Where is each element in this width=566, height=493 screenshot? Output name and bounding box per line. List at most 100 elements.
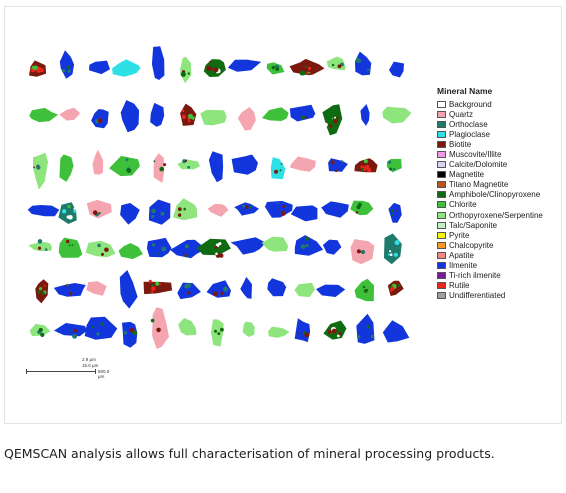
particle-inclusion (331, 328, 337, 334)
particle-inclusion (367, 168, 372, 173)
particle (350, 200, 374, 216)
legend-items: Background Quartz Orthoclase Plagioclase Bio… (437, 99, 561, 301)
particle-inclusion (389, 250, 392, 253)
particle-inclusion (323, 122, 328, 127)
legend-swatch (437, 110, 446, 118)
particle-inclusion (181, 109, 185, 113)
particle (289, 156, 316, 172)
particle-inclusion (41, 291, 45, 295)
particle-inclusion (159, 283, 162, 286)
particle (143, 281, 173, 295)
particle (388, 202, 402, 223)
particle-inclusion (337, 64, 342, 69)
particle-inclusion (126, 168, 132, 173)
particle-inclusion (360, 165, 364, 169)
particle-inclusion (97, 118, 103, 123)
particle-inclusion (98, 212, 101, 215)
particle-inclusion (331, 117, 334, 120)
particle (33, 152, 48, 190)
particle-inclusion (244, 205, 249, 209)
legend-item: Quartz (437, 109, 561, 119)
particle (119, 270, 138, 309)
legend-item: Calcite/Dolomite (437, 160, 561, 170)
particle (196, 238, 231, 256)
particle-inclusion (212, 291, 218, 297)
legend-item: Undifferentiated (437, 291, 561, 301)
legend-swatch (437, 221, 446, 229)
legend-item: Magnetite (437, 170, 561, 180)
particle-inclusion (181, 114, 186, 119)
particle-inclusion (62, 69, 66, 73)
particle-inclusion (394, 240, 400, 246)
particle-inclusion (304, 65, 308, 68)
particle-inclusion (36, 165, 41, 170)
particle-inclusion (156, 252, 159, 255)
particle (151, 46, 165, 80)
particle-inclusion (248, 205, 252, 209)
particle-inclusion (101, 252, 104, 256)
legend-swatch (437, 231, 446, 239)
particle-inclusion (327, 329, 332, 334)
legend-item: Background (437, 99, 561, 109)
particle (294, 318, 311, 343)
particle-inclusion (274, 169, 279, 174)
legend-swatch (437, 211, 446, 219)
particle-inclusion (360, 249, 366, 255)
legend-label: Ti-rich ilmenite (449, 271, 501, 281)
particle (242, 321, 255, 337)
particle-inclusion (280, 162, 283, 165)
particle-inclusion (301, 70, 306, 76)
particle-inclusion (214, 245, 218, 249)
scale-bar-label: 500.0 µm (98, 369, 110, 379)
legend-label: Orthopyroxene/Serpentine (449, 210, 543, 220)
particle-inclusion (37, 246, 42, 250)
particle-inclusion (38, 327, 43, 332)
particle-inclusion (43, 284, 46, 287)
particle (294, 235, 324, 256)
particle-inclusion (215, 252, 218, 256)
legend-swatch (437, 292, 446, 300)
particle-inclusion (242, 204, 245, 208)
legend-label: Biotite (449, 139, 472, 149)
legend-label: Talc/Saponite (449, 220, 498, 230)
particle (294, 282, 315, 297)
legend-swatch (437, 262, 446, 270)
particle-inclusion (356, 58, 359, 62)
particle-inclusion (184, 284, 189, 289)
legend-item: Pyrite (437, 230, 561, 240)
particle (120, 203, 140, 225)
legend-swatch (437, 130, 446, 138)
particle-inclusion (395, 209, 397, 212)
legend-swatch (437, 171, 446, 179)
legend-label: Plagioclase (449, 129, 490, 139)
particle-inclusion (184, 244, 189, 249)
particle-inclusion (308, 71, 311, 74)
particle-inclusion (305, 236, 309, 241)
scale-info: 2.9 µm 15.0 µm 500.0 µm (26, 356, 109, 379)
particle-inclusion (151, 290, 154, 294)
mineral-legend: Mineral Name Background Quartz Orthoclase P… (437, 86, 561, 301)
particle-inclusion (184, 159, 188, 162)
particle-inclusion (356, 249, 361, 254)
particle (264, 200, 293, 218)
particle-inclusion (91, 326, 95, 329)
particle (150, 102, 165, 127)
particle-inclusion (387, 253, 390, 256)
particle (237, 107, 256, 131)
particle (354, 158, 378, 173)
particle (86, 199, 112, 219)
particle (53, 283, 86, 297)
particle-inclusion (334, 169, 338, 172)
legend-item: Chalcopyrite (437, 240, 561, 250)
legend-label: Titano Magnetite (449, 180, 509, 190)
particle-inclusion (40, 332, 45, 337)
particle-inclusion (177, 213, 182, 217)
particle (152, 307, 169, 349)
particle-inclusion (152, 243, 156, 247)
particle-inclusion (363, 159, 368, 164)
particle-inclusion (336, 116, 339, 119)
particle (322, 104, 343, 136)
particle-inclusion (39, 68, 44, 73)
particle-inclusion (355, 211, 359, 214)
particle (355, 51, 372, 76)
